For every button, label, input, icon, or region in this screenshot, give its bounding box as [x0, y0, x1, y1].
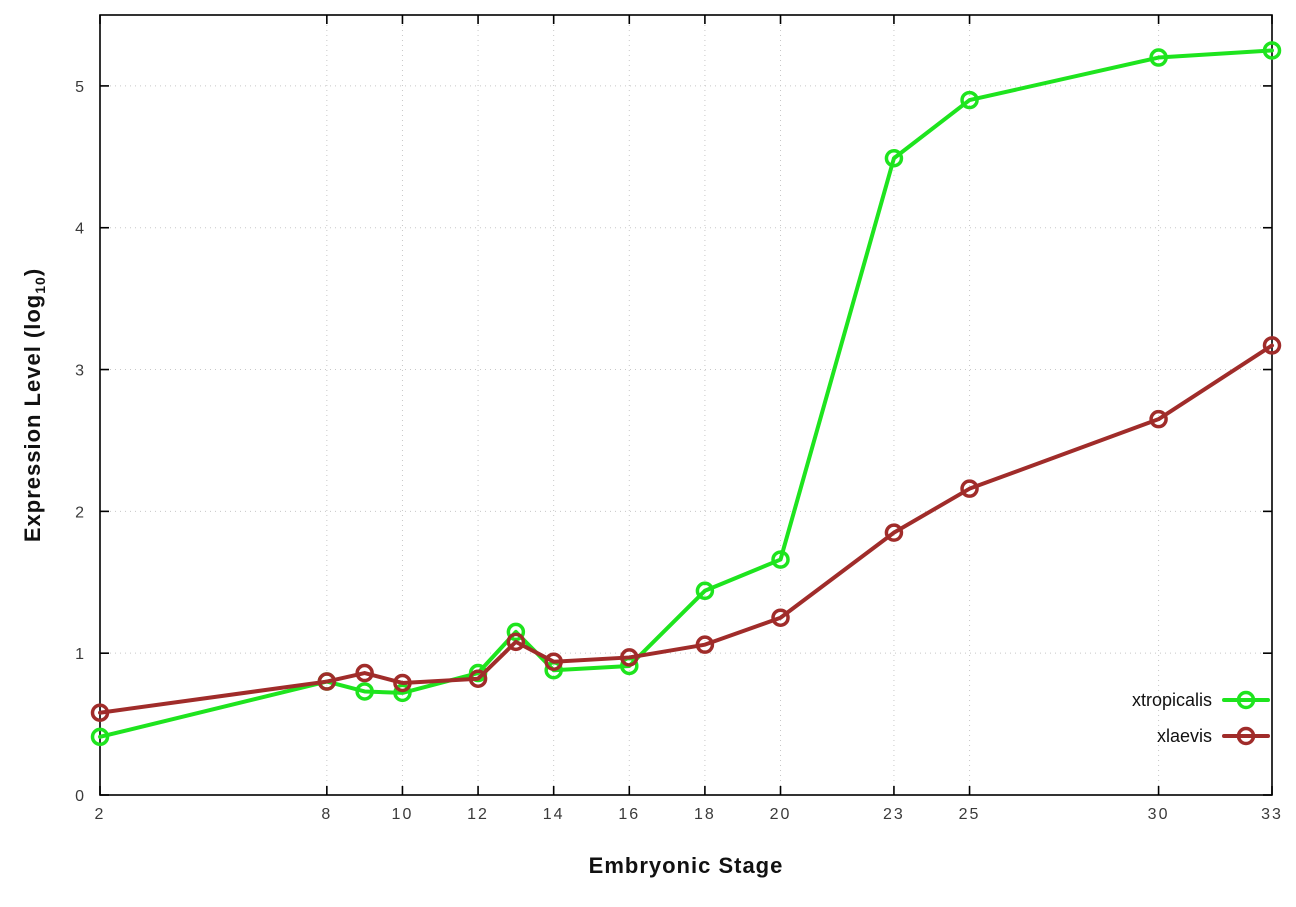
data-point-xlaevis [884, 523, 904, 542]
data-point-xlaevis [506, 632, 526, 652]
data-point-xtropicalis [355, 682, 374, 701]
data-point-xlaevis [317, 672, 337, 691]
x-tick-label: 20 [770, 806, 792, 823]
data-point-xtropicalis [90, 727, 110, 747]
y-tick-label: 0 [75, 788, 86, 805]
data-point-xlaevis [468, 669, 488, 688]
x-tick-label: 8 [321, 806, 332, 823]
plot-border [99, 14, 1273, 796]
data-point-xlaevis [90, 703, 110, 722]
data-point-xlaevis [960, 479, 979, 498]
x-tick-label: 18 [694, 806, 716, 823]
legend-marker-xlaevis [1236, 726, 1256, 746]
x-tick-label: 12 [467, 806, 489, 823]
legend-label-xlaevis: xlaevis [1157, 726, 1212, 746]
y-axis-title-prefix: Expression Level (log [19, 293, 45, 543]
x-tick-label: 30 [1148, 806, 1170, 823]
data-point-xlaevis [771, 608, 790, 627]
data-point-xtropicalis [960, 90, 979, 110]
x-axis-title-text: Embryonic Stage [588, 853, 784, 878]
data-point-xlaevis [355, 663, 374, 683]
x-tick-label: 25 [959, 806, 981, 823]
data-point-xlaevis [544, 652, 563, 671]
data-point-xtropicalis [884, 148, 904, 168]
x-tick-label: 23 [883, 806, 905, 823]
x-tick-label: 33 [1261, 806, 1283, 823]
data-point-xlaevis [1262, 336, 1282, 355]
data-point-xtropicalis [771, 550, 790, 569]
data-point-xlaevis [620, 648, 639, 667]
x-axis-title: Embryonic Stage [589, 853, 784, 879]
legend-label-xtropicalis: xtropicalis [1132, 690, 1212, 710]
y-tick-label: 5 [75, 79, 86, 96]
legend-marker-xtropicalis [1236, 690, 1256, 710]
x-tick-label: 2 [95, 806, 106, 823]
data-point-xlaevis [1149, 409, 1168, 429]
x-tick-label: 10 [392, 806, 414, 823]
data-point-xtropicalis [695, 581, 715, 601]
y-tick-label: 1 [75, 646, 86, 663]
y-axis-title-suffix: ) [19, 267, 45, 277]
x-tick-label: 14 [543, 806, 565, 823]
data-point-xlaevis [393, 673, 412, 693]
data-point-xtropicalis [506, 622, 526, 642]
y-tick-label: 4 [75, 221, 86, 238]
data-point-xtropicalis [1262, 41, 1282, 60]
y-axis-title-sub: 10 [32, 276, 49, 294]
data-point-xtropicalis [1149, 48, 1168, 67]
x-tick-label: 16 [618, 806, 640, 823]
y-tick-label: 2 [75, 504, 86, 521]
y-tick-label: 3 [75, 363, 86, 380]
data-point-xtropicalis [393, 683, 412, 703]
y-axis-title: Expression Level (log10) [20, 268, 48, 542]
data-point-xlaevis [695, 635, 715, 654]
